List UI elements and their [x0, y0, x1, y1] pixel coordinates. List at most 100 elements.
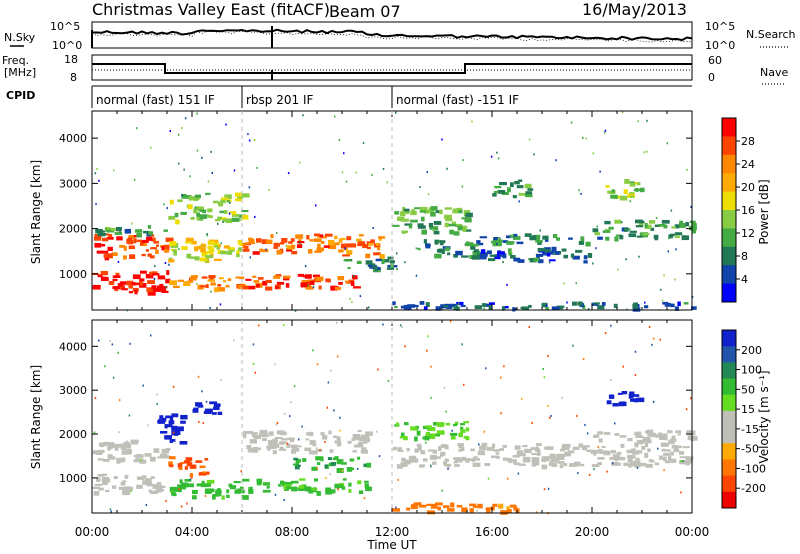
power-cell [435, 306, 441, 311]
power-cell [479, 236, 487, 239]
velocity-cell [517, 450, 524, 455]
power-speckle [164, 262, 167, 264]
velocity-cell [406, 448, 410, 452]
velocity-cell [114, 446, 119, 451]
power-cell [374, 266, 379, 272]
power-cell [414, 207, 421, 210]
velocity-cell [248, 489, 254, 494]
velocity-cell [159, 415, 164, 419]
power-speckle [312, 286, 315, 289]
noise-left-tick-bottom: 10^0 [52, 39, 82, 52]
velocity-cell [213, 406, 220, 410]
power-speckle [183, 168, 185, 171]
power-cell [529, 235, 537, 241]
velocity-cell [189, 464, 197, 469]
velocity-cell [185, 457, 193, 462]
velocity-cell [253, 435, 261, 439]
velocity-speckle [110, 510, 112, 513]
power-cell [309, 280, 315, 285]
power-cell [135, 229, 143, 233]
power-cell [146, 236, 153, 241]
power-cell [158, 288, 166, 292]
velocity-cell [493, 449, 500, 452]
power-cell [445, 218, 453, 222]
velocity-cell [177, 484, 183, 487]
velocity-speckle [293, 385, 296, 388]
velocity-cell [635, 457, 640, 462]
power-speckle [502, 261, 504, 264]
power-cell [498, 241, 502, 247]
power-cell [497, 251, 505, 255]
y-tick-label: 4000 [59, 132, 87, 145]
velocity-cell [336, 459, 343, 464]
power-speckle [96, 168, 98, 170]
velocity-cell [107, 454, 113, 459]
power-cell [156, 285, 163, 291]
velocity-cell [410, 458, 419, 463]
cpid-segment-label: rbsp 201 IF [246, 93, 313, 107]
velocity-speckle [319, 449, 321, 452]
y-tick-label: 3000 [59, 177, 87, 190]
power-cell [265, 286, 273, 291]
velocity-speckle [178, 488, 181, 491]
velocity-cell [164, 435, 172, 440]
power-cell [457, 225, 463, 231]
power-cell [295, 234, 304, 239]
velocity-cell [259, 432, 264, 436]
velocity-cell [598, 450, 607, 454]
velocity-speckle [685, 408, 688, 411]
power-cell [548, 252, 554, 255]
power-cell [145, 249, 149, 252]
power-speckle [254, 215, 256, 218]
velocity-cell [671, 435, 676, 440]
power-speckle [382, 167, 385, 170]
power-cell [461, 255, 469, 258]
velocity-cell [92, 486, 101, 489]
power-cell [517, 259, 525, 263]
power-cell [177, 279, 184, 282]
power-cell [575, 249, 583, 253]
power-speckle [349, 297, 351, 300]
power-cell [605, 185, 610, 188]
velocity-cell [486, 508, 491, 513]
power-cell [128, 245, 135, 250]
velocity-speckle [147, 424, 149, 427]
power-cell [648, 220, 656, 224]
velocity-cell [645, 463, 653, 468]
power-cell [122, 255, 127, 260]
power-cell [150, 255, 155, 259]
power-speckle [646, 119, 648, 122]
velocity-cell [593, 453, 597, 456]
velocity-speckle [604, 332, 607, 335]
velocity-speckle [252, 343, 255, 346]
velocity-cell [549, 461, 554, 465]
power-cell [253, 280, 260, 283]
cpid-label: CPID [6, 89, 35, 102]
power-cell [403, 304, 410, 310]
velocity-cell [135, 458, 139, 461]
power-cell [237, 196, 243, 200]
velocity-cell [361, 434, 365, 440]
power-cell [141, 253, 146, 257]
power-cell [358, 234, 364, 237]
velocity-speckle [209, 490, 212, 493]
date-title: 16/May/2013 [582, 0, 687, 19]
power-cell [557, 305, 564, 310]
power-cell [658, 224, 666, 227]
velocity-cell [350, 467, 355, 471]
velocity-cell [551, 463, 558, 467]
velocity-cell [586, 449, 593, 452]
velocity-cell [679, 456, 686, 459]
velocity-speckle [634, 374, 637, 377]
power-speckle [163, 203, 165, 206]
velocity-cell [611, 461, 619, 466]
velocity-cell [280, 431, 287, 436]
velocity-speckle [427, 335, 429, 338]
power-cell [497, 239, 503, 242]
velocity-speckle [441, 489, 443, 492]
velocity-cell [204, 408, 213, 413]
velocity-cell [297, 487, 306, 491]
velocity-cell [493, 503, 498, 506]
power-cell [346, 281, 353, 284]
velocity-cell [619, 435, 627, 438]
